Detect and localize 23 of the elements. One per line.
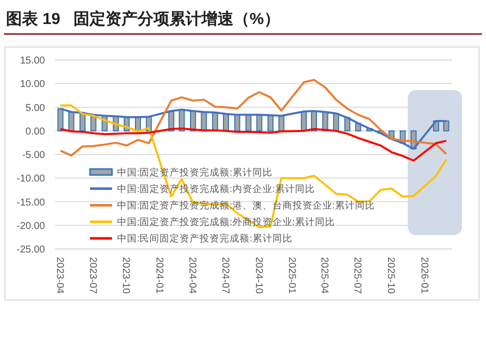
- y-tick-label: 5.00: [26, 102, 46, 114]
- x-tick-label: 2023-04: [54, 257, 65, 294]
- legend-label: 中国:民间固定资产投资完成额:累计同比: [117, 232, 292, 245]
- y-tick-label: 0.00: [26, 126, 46, 138]
- x-tick-label: 2023-10: [120, 257, 132, 294]
- y-tick-label: -15.00: [16, 197, 46, 208]
- y-tick-label: -10.00: [16, 174, 46, 185]
- y-tick-label: 10.00: [20, 79, 46, 90]
- x-tick-label: 2024-04: [186, 257, 198, 294]
- chart-title: 图表 19 固定资产分项累计增速（%）: [6, 10, 280, 28]
- x-tick-label: 2024-07: [219, 257, 230, 294]
- x-tick-label: 2024-01: [154, 257, 165, 294]
- x-tick-label: 2025-07: [352, 257, 363, 294]
- x-tick-label: 2025-04: [318, 257, 330, 294]
- x-tick-label: 2025-10: [385, 257, 396, 294]
- x-tick-label: 2023-07: [86, 257, 98, 294]
- y-tick-label: -5.00: [22, 150, 46, 161]
- y-tick-label: -20.00: [16, 220, 46, 232]
- x-tick-label: 2025-01: [286, 257, 298, 294]
- y-tick-label: 15.00: [20, 56, 46, 66]
- x-tick-label: 2026-01: [418, 257, 430, 294]
- y-tick-label: -25.00: [16, 244, 46, 256]
- x-tick-label: 2024-10: [252, 257, 264, 294]
